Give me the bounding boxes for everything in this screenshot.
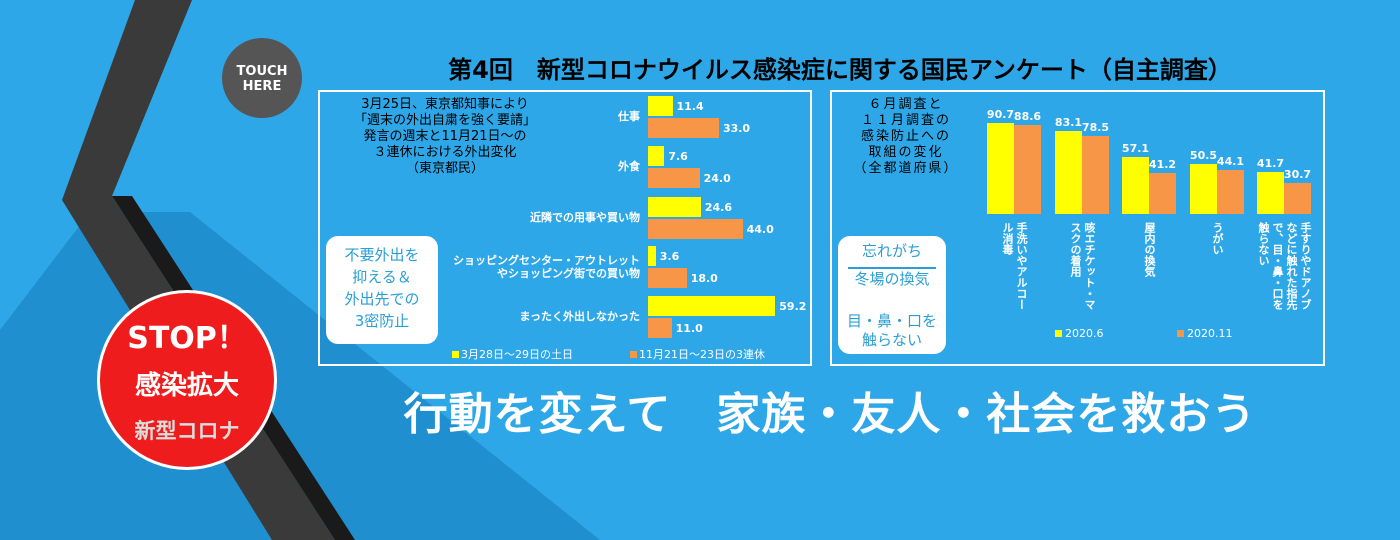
value-label: 11.4 — [676, 100, 704, 113]
bar — [1149, 172, 1176, 214]
bar — [648, 219, 743, 239]
stop-text: STOP！ — [127, 321, 247, 356]
value-label: 30.7 — [1283, 168, 1312, 182]
value-label: 24.6 — [704, 201, 733, 214]
chart-title-line: 発言の週末と11月21日～の — [363, 129, 527, 144]
category-label: 咳エチケット・マスクの着用 — [1069, 222, 1096, 310]
bar — [648, 118, 719, 138]
callout-line: 不要外出を — [344, 246, 420, 264]
value-label: 11.0 — [675, 322, 703, 335]
chart-title-line: 取組の変化 — [868, 145, 944, 160]
category-label: うがい — [1211, 222, 1224, 255]
bg-stripe — [62, 0, 335, 540]
value-label: 83.1 — [1054, 115, 1083, 129]
callout-rule — [848, 267, 936, 269]
value-label: 90.7 — [986, 108, 1015, 122]
value-label: 50.5 — [1189, 148, 1218, 162]
category-label: 近隣での用事や買い物 — [530, 211, 640, 224]
callout-line: 触らない — [861, 331, 922, 349]
value-label: 3.6 — [659, 250, 680, 263]
value-label: 57.1 — [1121, 141, 1150, 155]
category-label: 屋内の換気 — [1143, 222, 1156, 277]
chart-panel — [318, 90, 812, 366]
bar — [648, 168, 700, 188]
bar — [1082, 135, 1109, 214]
bar — [648, 268, 687, 288]
bar — [1257, 172, 1284, 214]
chart-title-line: （東京都民） — [405, 161, 484, 176]
legend-label: 11月21日～23日の3連休 — [639, 348, 765, 361]
callout-line: 外出先での — [344, 290, 420, 308]
value-label: 7.6 — [668, 150, 688, 163]
value-label: 41.7 — [1256, 157, 1285, 171]
callout — [838, 236, 946, 354]
bar — [648, 96, 673, 116]
value-label: 59.2 — [779, 300, 807, 313]
category-label: 手洗いやアルコール消毒 — [1001, 222, 1028, 310]
chart-title-line: １１月調査の — [860, 113, 951, 128]
bar — [648, 246, 656, 266]
bar — [1217, 169, 1244, 214]
bar — [648, 197, 701, 217]
touch-button[interactable]: TOUCH HERE — [222, 38, 302, 118]
callout-line: 3密防止 — [354, 312, 410, 330]
chart-title-line: 感染防止への — [860, 129, 951, 144]
touch-text: HERE — [242, 79, 282, 94]
callout — [326, 236, 438, 344]
value-label: 88.6 — [1013, 110, 1042, 124]
legend-label: 2020.11 — [1187, 327, 1233, 340]
value-label: 41.2 — [1148, 157, 1177, 171]
legend-swatch — [1177, 330, 1184, 337]
stop-text: 感染拡大 — [134, 371, 239, 401]
legend-swatch — [452, 351, 459, 358]
chart-title-line: 3月25日、東京都知事により — [361, 97, 529, 112]
touch-text: TOUCH — [236, 64, 288, 79]
callout-line: 冬場の換気 — [854, 270, 930, 288]
header-title: 第4回 新型コロナウイルス感染症に関する国民アンケート（自主調査） — [448, 56, 1232, 84]
category-label: 仕事 — [618, 110, 640, 123]
value-label: 44.0 — [746, 223, 774, 236]
legend-label: 2020.6 — [1065, 327, 1104, 340]
category-label: 外食 — [618, 160, 640, 173]
callout-line: 抑える＆ — [352, 268, 412, 286]
chart-title-line: （全都道府県） — [853, 161, 959, 176]
bar — [1014, 125, 1041, 214]
slogan: 行動を変えて 家族・友人・社会を救おう — [403, 389, 1257, 440]
value-label: 24.0 — [703, 172, 731, 185]
bar — [648, 296, 776, 316]
chart-title-line: 「週末の外出自粛を強く要請」 — [353, 113, 536, 128]
value-label: 44.1 — [1216, 154, 1245, 168]
category-label: 手すりやドアノブなどに触れた指先で、目・鼻・口を触らない — [1257, 222, 1312, 310]
stop-badge: STOP！ 感染拡大 新型コロナ — [97, 290, 277, 470]
callout-line: 目・鼻・口を — [846, 312, 937, 330]
legend-swatch — [1055, 330, 1062, 337]
chart-title-line: ６月調査と — [868, 97, 944, 112]
stop-text: 新型コロナ — [134, 419, 240, 443]
bar — [1284, 183, 1311, 214]
chart-title-line: ３連休における外出変化 — [373, 145, 517, 160]
callout-line: 忘れがち — [861, 242, 922, 260]
bar — [987, 123, 1014, 214]
value-label: 18.0 — [690, 272, 718, 285]
bar — [1122, 156, 1149, 214]
bar — [648, 318, 672, 338]
legend-label: 3月28日～29日の土日 — [461, 348, 573, 361]
value-label: 78.5 — [1081, 120, 1110, 134]
bar — [1055, 130, 1082, 214]
bar — [1190, 163, 1217, 214]
category-label: まったく外出しなかった — [519, 310, 640, 323]
chart-panel — [830, 90, 1325, 366]
bar — [648, 146, 665, 166]
legend-swatch — [630, 351, 637, 358]
value-label: 33.0 — [722, 122, 751, 135]
category-label: ショッピングセンター・アウトレットやショッピング街での買い物 — [453, 254, 640, 280]
